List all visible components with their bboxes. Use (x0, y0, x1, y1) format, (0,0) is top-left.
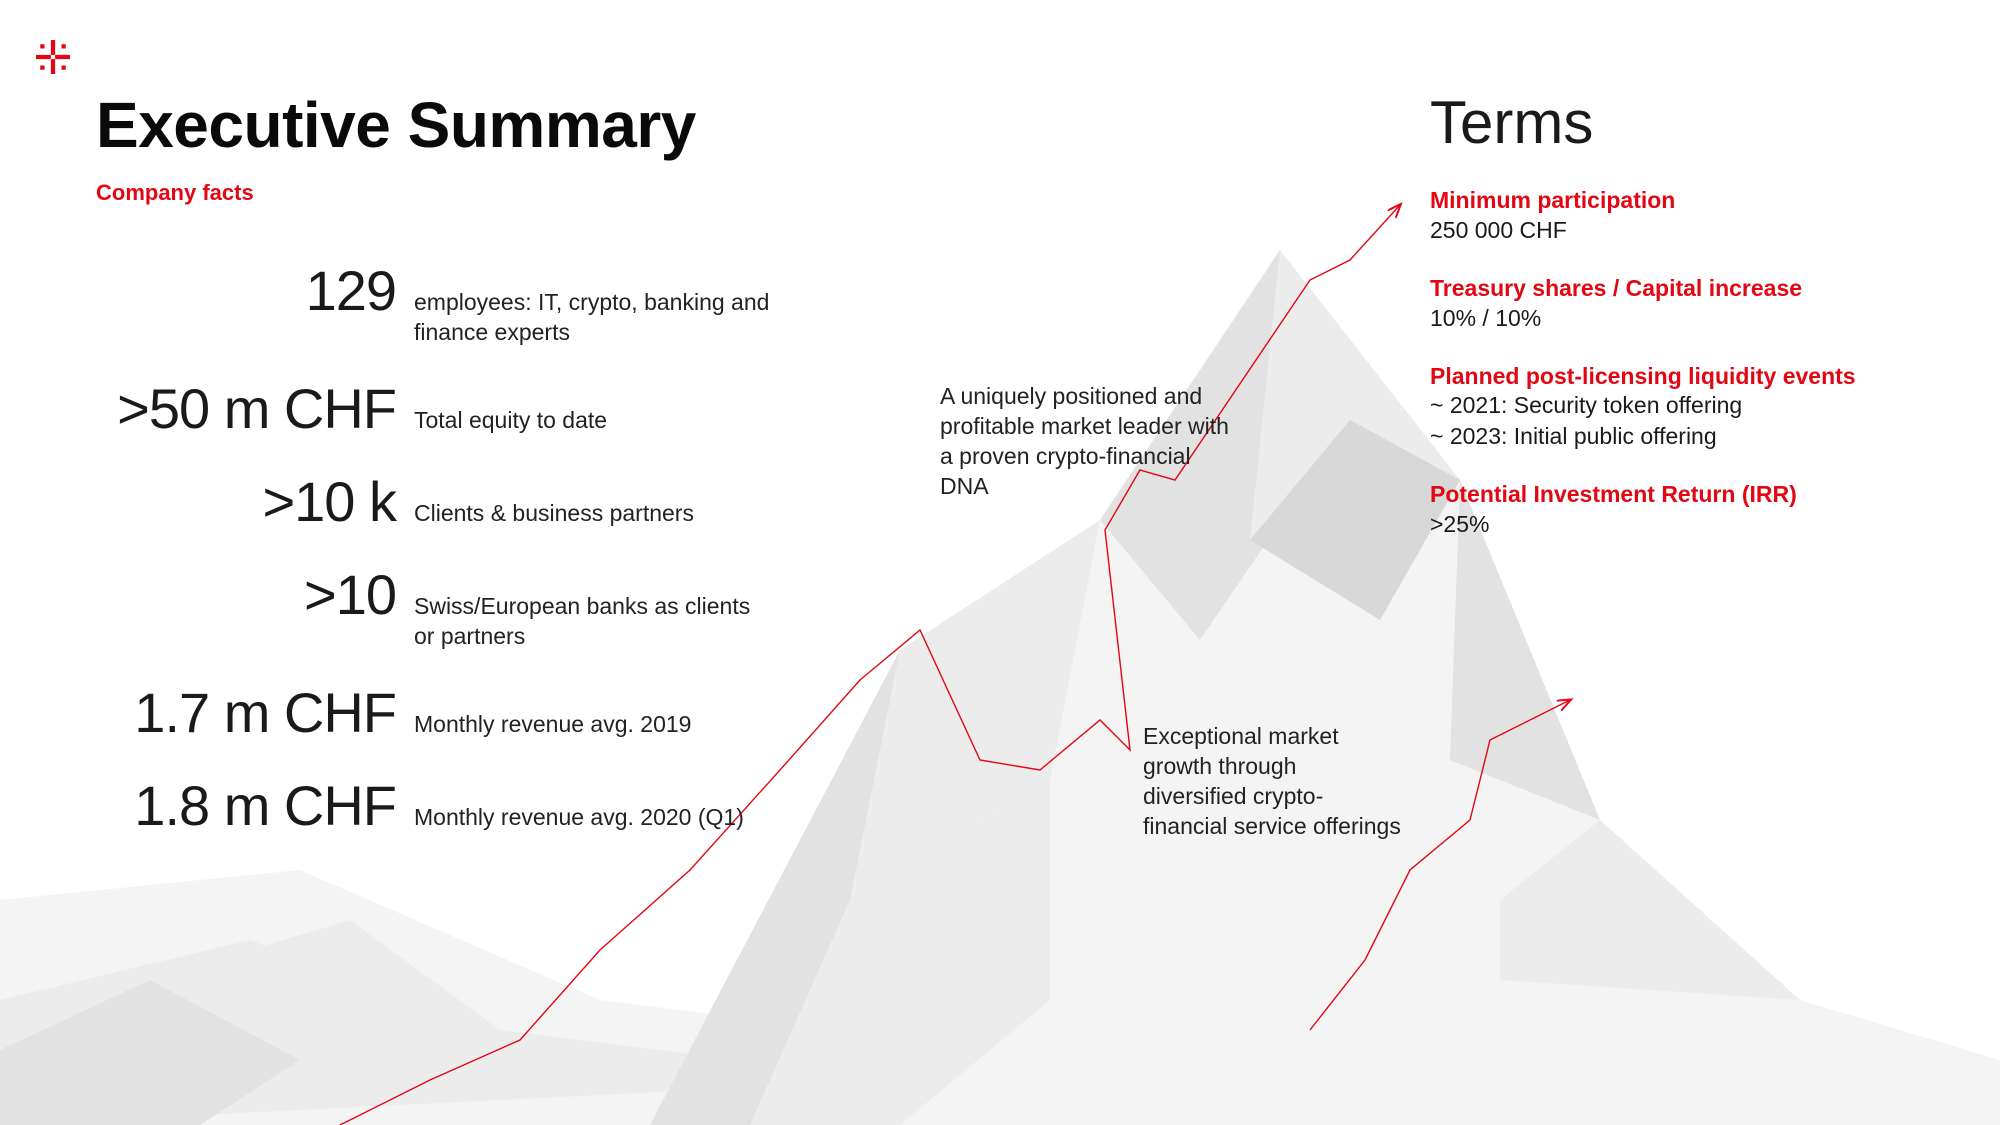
fact-row: >50 m CHFTotal equity to date (96, 376, 816, 441)
term-value: >25% (1430, 509, 1920, 540)
fact-row: 1.7 m CHFMonthly revenue avg. 2019 (96, 680, 816, 745)
fact-description: Clients & business partners (414, 499, 694, 529)
fact-description: Swiss/European banks as clients or partn… (414, 592, 774, 652)
term-block: Minimum participation250 000 CHF (1430, 186, 1920, 246)
term-value: 10% / 10% (1430, 303, 1920, 334)
fact-row: >10Swiss/European banks as clients or pa… (96, 562, 816, 652)
fact-row: >10 kClients & business partners (96, 469, 816, 534)
term-label: Treasury shares / Capital increase (1430, 274, 1920, 303)
term-block: Potential Investment Return (IRR)>25% (1430, 480, 1920, 540)
fact-row: 1.8 m CHFMonthly revenue avg. 2020 (Q1) (96, 773, 816, 838)
fact-number: 1.8 m CHF (96, 773, 414, 838)
term-value: 250 000 CHF (1430, 215, 1920, 246)
terms-list: Minimum participation250 000 CHF Treasury… (1430, 186, 1920, 568)
fact-description: Total equity to date (414, 406, 607, 436)
page-title: Executive Summary (96, 88, 696, 162)
term-label: Minimum participation (1430, 186, 1920, 215)
subtitle: Company facts (96, 180, 254, 206)
fact-number: >50 m CHF (96, 376, 414, 441)
callout-growth: Exceptional market growth through divers… (1143, 722, 1403, 842)
term-label: Planned post-licensing liquidity events (1430, 362, 1920, 391)
term-block: Planned post-licensing liquidity events~… (1430, 362, 1920, 453)
fact-number: >10 k (96, 469, 414, 534)
fact-row: 129employees: IT, crypto, banking and fi… (96, 258, 816, 348)
fact-description: Monthly revenue avg. 2020 (Q1) (414, 803, 744, 833)
term-value: ~ 2021: Security token offering~ 2023: I… (1430, 390, 1920, 452)
term-label: Potential Investment Return (IRR) (1430, 480, 1920, 509)
fact-description: employees: IT, crypto, banking and finan… (414, 288, 774, 348)
fact-description: Monthly revenue avg. 2019 (414, 710, 691, 740)
brand-logo (36, 40, 70, 78)
callout-positioning: A uniquely positioned and profitable mar… (940, 382, 1230, 502)
fact-number: 1.7 m CHF (96, 680, 414, 745)
term-block: Treasury shares / Capital increase10% / … (1430, 274, 1920, 334)
fact-number: 129 (96, 258, 414, 323)
terms-title: Terms (1430, 88, 1593, 157)
fact-number: >10 (96, 562, 414, 627)
company-facts: 129employees: IT, crypto, banking and fi… (96, 230, 816, 838)
